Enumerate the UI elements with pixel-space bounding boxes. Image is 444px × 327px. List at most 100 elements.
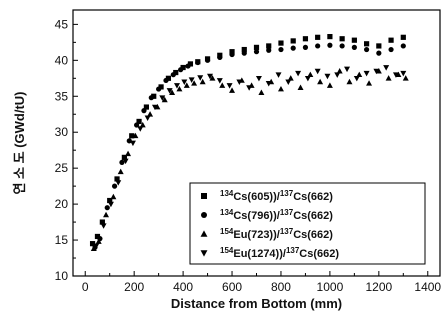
data-point bbox=[285, 79, 292, 86]
data-point bbox=[315, 43, 321, 49]
data-point bbox=[376, 43, 382, 49]
x-tick-label: 200 bbox=[124, 280, 144, 294]
data-point bbox=[219, 82, 226, 88]
data-point bbox=[176, 85, 183, 92]
data-point bbox=[297, 84, 304, 90]
data-point bbox=[388, 37, 394, 43]
data-point bbox=[115, 180, 122, 186]
data-point bbox=[277, 85, 284, 92]
data-point bbox=[402, 75, 409, 81]
y-tick-label: 25 bbox=[55, 161, 69, 175]
data-point bbox=[181, 79, 188, 86]
data-point bbox=[356, 71, 363, 78]
data-point bbox=[195, 59, 201, 66]
legend-marker bbox=[201, 212, 207, 218]
data-point bbox=[143, 104, 149, 110]
data-point bbox=[90, 245, 97, 252]
data-point bbox=[141, 108, 147, 114]
data-point bbox=[383, 65, 390, 71]
series-4 bbox=[93, 65, 407, 249]
data-point bbox=[339, 36, 345, 42]
data-point bbox=[327, 34, 333, 40]
data-point bbox=[99, 219, 105, 225]
data-point bbox=[129, 133, 135, 139]
y-tick-label: 30 bbox=[55, 125, 69, 139]
data-point bbox=[114, 176, 120, 182]
data-point bbox=[246, 85, 253, 91]
data-point bbox=[136, 118, 142, 125]
data-point bbox=[159, 95, 166, 101]
data-point bbox=[287, 75, 294, 81]
legend-marker bbox=[201, 193, 207, 199]
data-point bbox=[229, 49, 235, 55]
data-point bbox=[363, 70, 370, 77]
data-point bbox=[295, 70, 302, 77]
data-point bbox=[346, 78, 353, 85]
data-point bbox=[226, 83, 233, 89]
x-axis: 0 200 400 600 800 1000 1200 1400 bbox=[82, 271, 441, 294]
data-point bbox=[266, 43, 272, 49]
data-point bbox=[188, 77, 195, 83]
data-point bbox=[353, 75, 360, 82]
data-point bbox=[121, 154, 127, 160]
data-point bbox=[209, 75, 216, 81]
data-points bbox=[89, 34, 409, 252]
data-point bbox=[126, 138, 132, 144]
x-tick-label: 600 bbox=[222, 280, 242, 294]
x-tick-label: 1400 bbox=[414, 280, 441, 294]
x-tick-label: 400 bbox=[173, 280, 193, 294]
data-point bbox=[95, 238, 102, 244]
data-point bbox=[173, 83, 180, 89]
data-point bbox=[144, 115, 151, 121]
data-point bbox=[229, 51, 235, 58]
data-point bbox=[199, 78, 206, 85]
data-point bbox=[89, 241, 96, 247]
data-point bbox=[364, 46, 370, 53]
legend-box bbox=[189, 182, 426, 265]
data-point bbox=[100, 223, 107, 229]
data-point bbox=[265, 80, 272, 87]
data-point bbox=[158, 84, 164, 90]
data-point bbox=[104, 205, 110, 211]
data-point bbox=[229, 87, 236, 93]
data-point bbox=[253, 49, 260, 55]
y-axis: 10 15 20 25 30 35 40 45 bbox=[55, 17, 78, 283]
data-point bbox=[151, 93, 157, 99]
data-point bbox=[376, 50, 382, 56]
data-point bbox=[93, 243, 100, 249]
data-point bbox=[253, 44, 260, 50]
data-point bbox=[364, 41, 370, 47]
x-tick-label: 800 bbox=[271, 280, 291, 294]
data-point bbox=[139, 121, 146, 128]
legend-marker bbox=[200, 250, 208, 257]
data-point bbox=[241, 46, 247, 53]
data-point bbox=[339, 43, 345, 49]
data-point bbox=[110, 193, 117, 200]
data-point bbox=[148, 95, 154, 101]
legend: 134Cs(605))/137Cs(662) 134Cs(796))/137Cs(… bbox=[189, 182, 426, 265]
data-point bbox=[290, 45, 296, 51]
y-tick-label: 10 bbox=[55, 269, 69, 283]
data-point bbox=[302, 44, 309, 50]
data-point bbox=[178, 67, 184, 73]
x-tick-label: 0 bbox=[82, 280, 89, 294]
data-point bbox=[94, 233, 101, 240]
data-point bbox=[236, 79, 243, 86]
x-tick-label: 1200 bbox=[365, 280, 392, 294]
data-point bbox=[107, 197, 113, 204]
data-point bbox=[185, 63, 191, 69]
legend-marker bbox=[200, 230, 208, 237]
y-tick-label: 35 bbox=[55, 89, 69, 103]
data-point bbox=[278, 40, 284, 46]
legend-label: 154Eu(723))/137Cs(662) bbox=[220, 227, 333, 241]
data-point bbox=[241, 50, 247, 56]
data-point bbox=[180, 64, 186, 71]
data-point bbox=[132, 132, 139, 139]
y-tick-label: 40 bbox=[55, 53, 69, 67]
data-point bbox=[334, 72, 341, 78]
data-point bbox=[197, 75, 204, 81]
data-point bbox=[119, 159, 125, 166]
data-point bbox=[129, 140, 136, 147]
x-axis-title: Distance from Bottom (mm) bbox=[171, 296, 342, 311]
